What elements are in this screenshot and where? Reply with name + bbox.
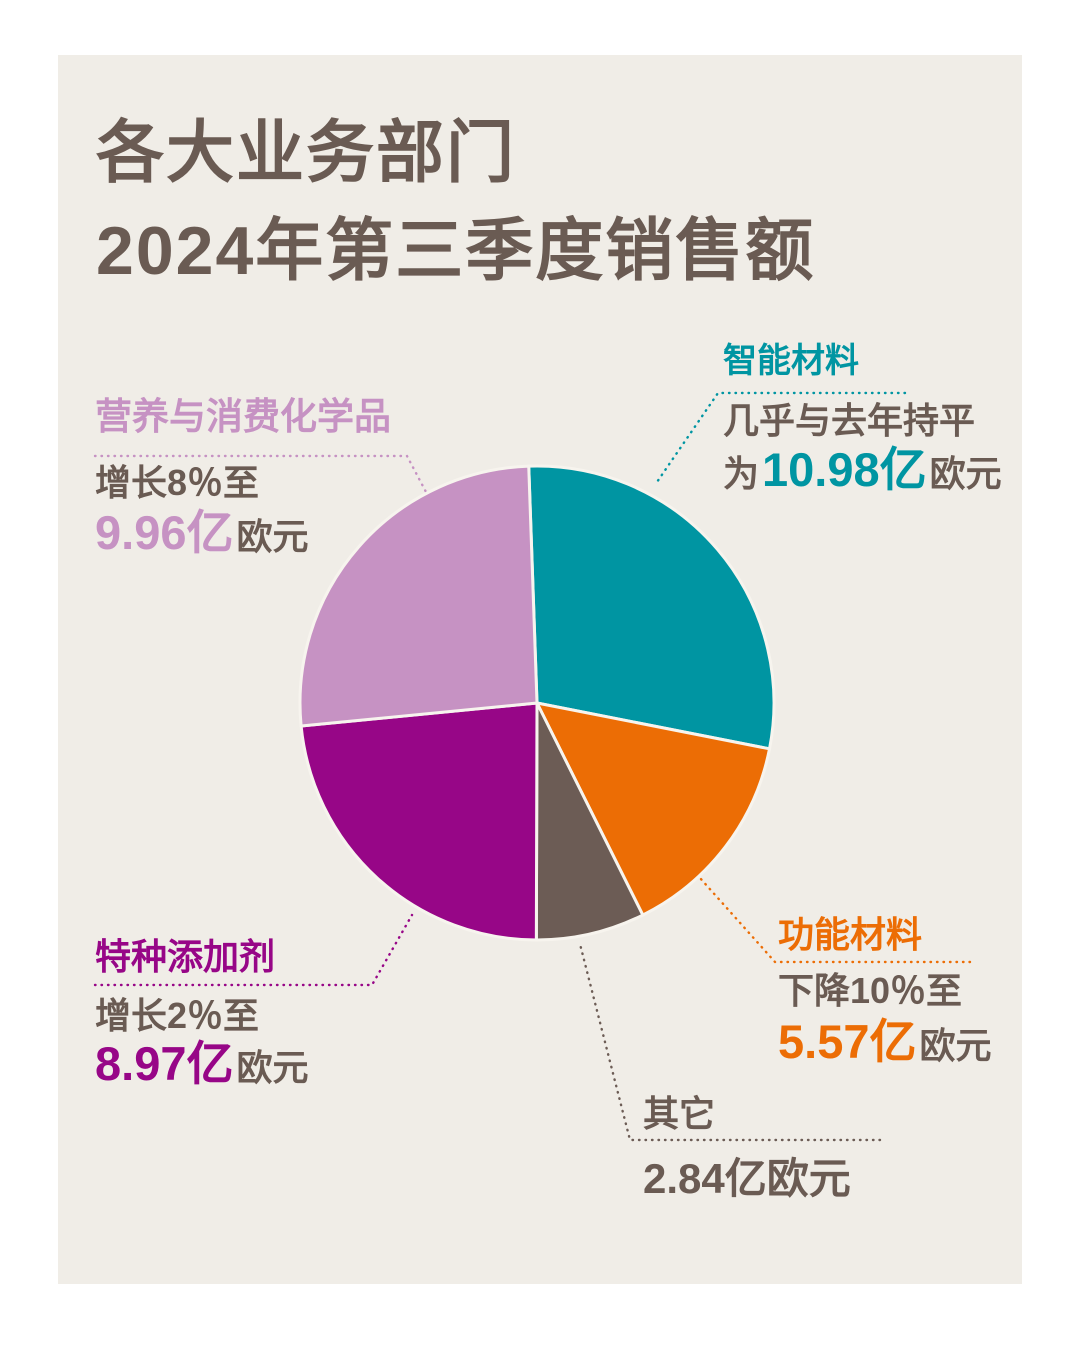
label-others-title: 其它 bbox=[643, 1093, 716, 1134]
smart-value-number: 10.98亿 bbox=[762, 443, 927, 496]
pie-slice-others bbox=[534, 701, 645, 942]
page-title: 各大业务部门 2024年第三季度销售额 bbox=[96, 104, 815, 300]
functional-value-unit: 欧元 bbox=[919, 1025, 992, 1066]
label-smart-value: 为 10.98亿 欧元 bbox=[723, 443, 1002, 497]
nutrition-value-number: 9.96亿 bbox=[95, 506, 234, 559]
title-line-1: 各大业务部门 bbox=[96, 115, 517, 191]
title-line-2: 2024年第三季度销售额 bbox=[96, 213, 816, 289]
label-smart-desc: 几乎与去年持平 bbox=[723, 400, 976, 441]
functional-value-number: 5.57亿 bbox=[778, 1015, 917, 1068]
label-nutrition-desc: 增长8％至 bbox=[95, 462, 260, 503]
label-nutrition-value: 9.96亿 欧元 bbox=[95, 506, 309, 560]
pie-slice-specialty bbox=[299, 701, 539, 942]
smart-value-prefix: 为 bbox=[723, 453, 760, 494]
label-specialty-desc: 增长2％至 bbox=[95, 995, 260, 1036]
label-functional-desc: 下降10％至 bbox=[778, 970, 963, 1011]
pie-slice-nutrition bbox=[298, 464, 539, 728]
pie-chart bbox=[298, 464, 776, 942]
pie-slice-functional bbox=[535, 701, 772, 917]
label-functional-value: 5.57亿 欧元 bbox=[778, 1015, 992, 1069]
label-functional-title: 功能材料 bbox=[778, 914, 923, 955]
nutrition-value-unit: 欧元 bbox=[236, 516, 309, 557]
label-nutrition-title: 营养与消费化学品 bbox=[95, 396, 391, 437]
label-specialty-value: 8.97亿 欧元 bbox=[95, 1037, 309, 1091]
label-smart-title: 智能材料 bbox=[723, 342, 859, 380]
label-others-value: 2.84亿欧元 bbox=[643, 1155, 851, 1202]
specialty-value-unit: 欧元 bbox=[236, 1047, 309, 1088]
label-specialty-title: 特种添加剂 bbox=[95, 936, 276, 977]
pie-slice-smart bbox=[527, 464, 776, 751]
smart-value-unit: 欧元 bbox=[929, 453, 1002, 494]
specialty-value-number: 8.97亿 bbox=[95, 1037, 234, 1090]
